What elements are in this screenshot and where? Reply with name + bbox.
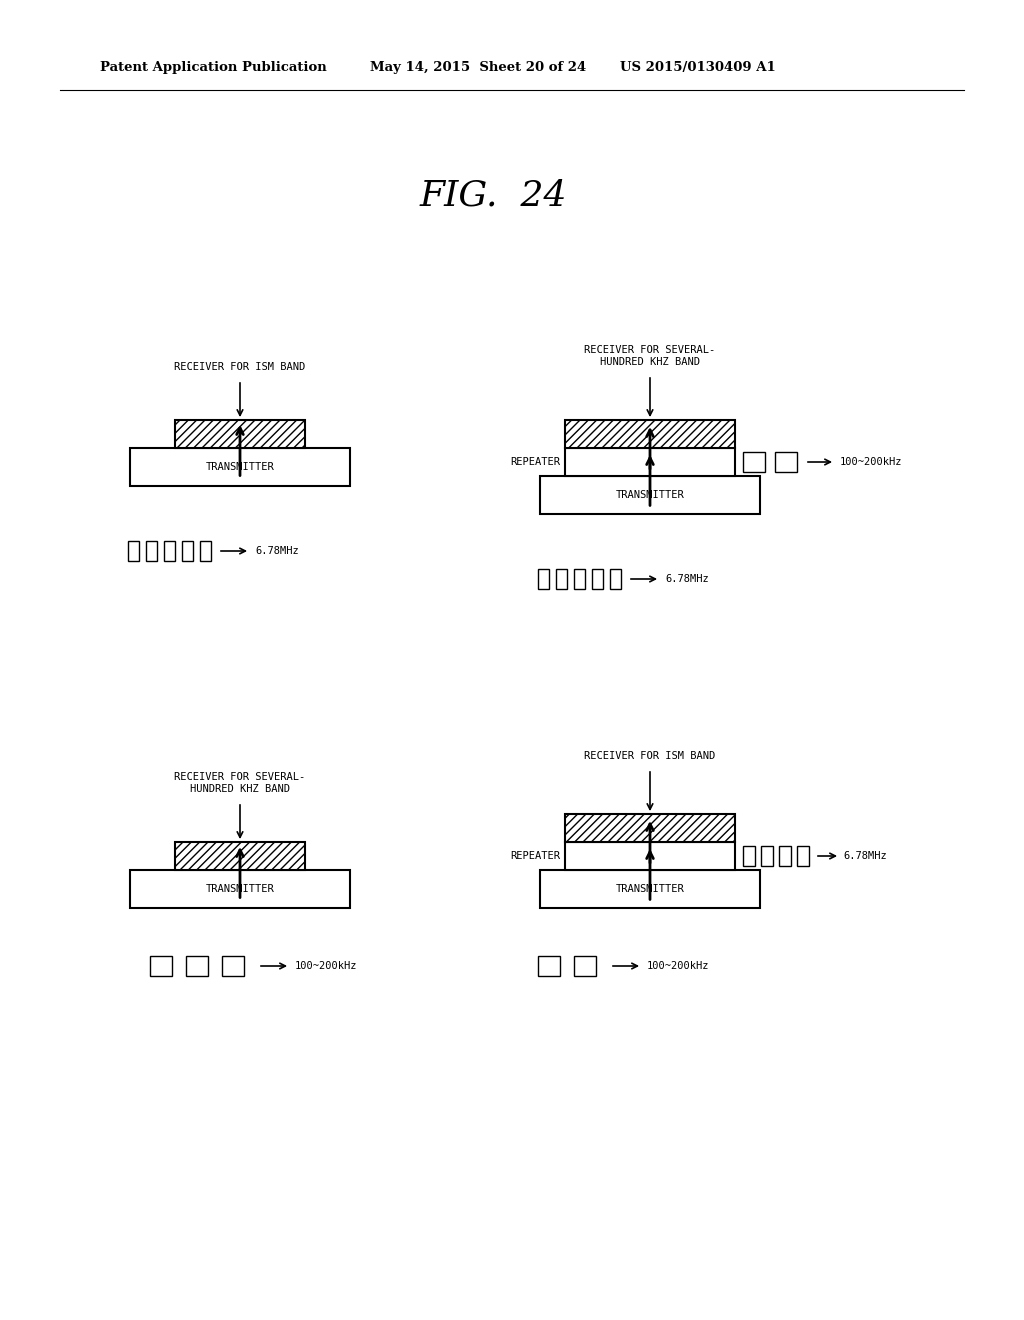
Text: REPEATER: REPEATER bbox=[510, 457, 560, 467]
Text: FIG.  24: FIG. 24 bbox=[420, 178, 567, 213]
Text: 6.78MHz: 6.78MHz bbox=[665, 574, 709, 583]
Text: 100~200kHz: 100~200kHz bbox=[295, 961, 357, 972]
Bar bbox=[574, 956, 596, 975]
Bar bbox=[565, 842, 735, 870]
Text: TRANSMITTER: TRANSMITTER bbox=[206, 884, 274, 894]
Bar bbox=[592, 569, 603, 589]
Text: RECEIVER FOR SEVERAL-
HUNDRED KHZ BAND: RECEIVER FOR SEVERAL- HUNDRED KHZ BAND bbox=[585, 346, 716, 367]
Bar bbox=[797, 846, 809, 866]
Bar bbox=[779, 846, 791, 866]
Bar bbox=[565, 420, 735, 447]
Bar bbox=[175, 842, 305, 870]
Text: RECEIVER FOR ISM BAND: RECEIVER FOR ISM BAND bbox=[585, 751, 716, 762]
Bar bbox=[538, 956, 560, 975]
Text: REPEATER: REPEATER bbox=[510, 851, 560, 861]
Bar bbox=[130, 870, 350, 908]
Text: 6.78MHz: 6.78MHz bbox=[255, 546, 299, 556]
Text: 100~200kHz: 100~200kHz bbox=[840, 457, 902, 467]
Bar bbox=[775, 451, 797, 473]
Bar bbox=[146, 541, 157, 561]
Bar bbox=[610, 569, 621, 589]
Bar bbox=[538, 569, 549, 589]
Text: Patent Application Publication: Patent Application Publication bbox=[100, 62, 327, 74]
Bar bbox=[130, 447, 350, 486]
Text: US 2015/0130409 A1: US 2015/0130409 A1 bbox=[620, 62, 776, 74]
Bar bbox=[182, 541, 193, 561]
Bar bbox=[222, 956, 244, 975]
Bar bbox=[200, 541, 211, 561]
Text: TRANSMITTER: TRANSMITTER bbox=[615, 490, 684, 500]
Bar bbox=[164, 541, 175, 561]
Bar bbox=[761, 846, 773, 866]
Bar bbox=[565, 447, 735, 477]
Text: RECEIVER FOR SEVERAL-
HUNDRED KHZ BAND: RECEIVER FOR SEVERAL- HUNDRED KHZ BAND bbox=[174, 772, 305, 795]
Text: RECEIVER FOR ISM BAND: RECEIVER FOR ISM BAND bbox=[174, 362, 305, 372]
Text: May 14, 2015  Sheet 20 of 24: May 14, 2015 Sheet 20 of 24 bbox=[370, 62, 587, 74]
Text: 6.78MHz: 6.78MHz bbox=[843, 851, 887, 861]
Bar bbox=[150, 956, 172, 975]
Bar bbox=[565, 814, 735, 842]
Bar bbox=[128, 541, 139, 561]
Bar bbox=[540, 870, 760, 908]
Text: TRANSMITTER: TRANSMITTER bbox=[615, 884, 684, 894]
Bar bbox=[186, 956, 208, 975]
Text: TRANSMITTER: TRANSMITTER bbox=[206, 462, 274, 473]
Bar bbox=[175, 420, 305, 447]
Bar bbox=[574, 569, 585, 589]
Bar bbox=[743, 451, 765, 473]
Bar bbox=[743, 846, 755, 866]
Bar bbox=[556, 569, 567, 589]
Bar bbox=[540, 477, 760, 513]
Text: 100~200kHz: 100~200kHz bbox=[647, 961, 710, 972]
